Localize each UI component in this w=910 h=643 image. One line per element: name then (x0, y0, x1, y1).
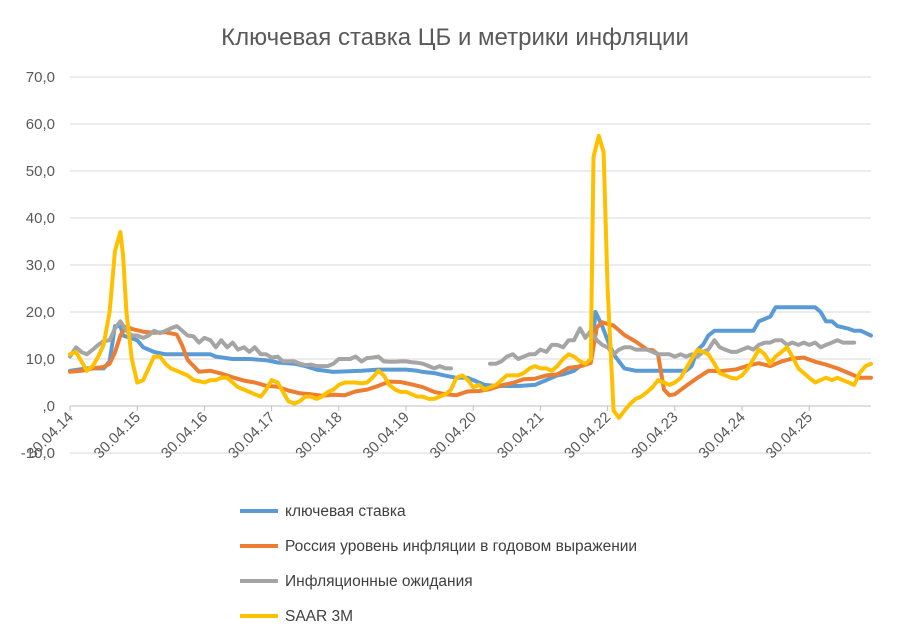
series-line (68, 305, 873, 388)
y-axis: -10,0 ,0 10,0 20,0 30,0 40,0 50,0 60,0 70,0 (21, 69, 55, 462)
y-tick-label: 60,0 (26, 116, 55, 133)
y-tick-label: ,0 (42, 398, 55, 415)
x-tick-label: 30.04.17 (225, 409, 278, 462)
y-tick-label: -10,0 (21, 445, 55, 462)
y-tick-label: 30,0 (26, 257, 55, 274)
x-tick-label: 30.04.23 (628, 409, 681, 462)
x-tick-label: 30.04.22 (561, 409, 614, 462)
y-tick-label: 20,0 (26, 304, 55, 321)
grid (70, 76, 871, 454)
x-tick-label: 30.04.20 (427, 409, 480, 462)
x-tick-label: 30.04.24 (695, 409, 748, 462)
chart-title: Ключевая ставка ЦБ и метрики инфляции (221, 24, 689, 51)
series-line (68, 133, 873, 420)
series-line (68, 319, 453, 371)
x-tick-label: 30.04.16 (158, 409, 211, 462)
x-tick-label: 30.04.15 (91, 409, 144, 462)
y-tick-label: 70,0 (26, 69, 55, 86)
x-tick-label: 30.04.19 (360, 409, 413, 462)
x-tick-label: 30.04.25 (763, 409, 816, 462)
legend-label: ключевая ставка (285, 503, 406, 520)
y-tick-label: 10,0 (26, 351, 55, 368)
y-tick-label: 40,0 (26, 210, 55, 227)
legend-label: SAAR 3M (285, 608, 353, 625)
x-axis: 30.04.14 30.04.15 30.04.16 30.04.17 30.04.18… (24, 406, 816, 462)
legend: ключевая ставка Россия уровень инфляции в… (240, 503, 637, 625)
plot-area (68, 133, 873, 420)
legend-label: Инфляционные ожидания (285, 573, 473, 590)
series-line (488, 326, 857, 366)
legend-label: Россия уровень инфляции в годовом выраже… (285, 538, 637, 555)
y-tick-label: 50,0 (26, 163, 55, 180)
x-tick-label: 30.04.18 (292, 409, 345, 462)
x-tick-label: 30.04.21 (494, 409, 547, 462)
